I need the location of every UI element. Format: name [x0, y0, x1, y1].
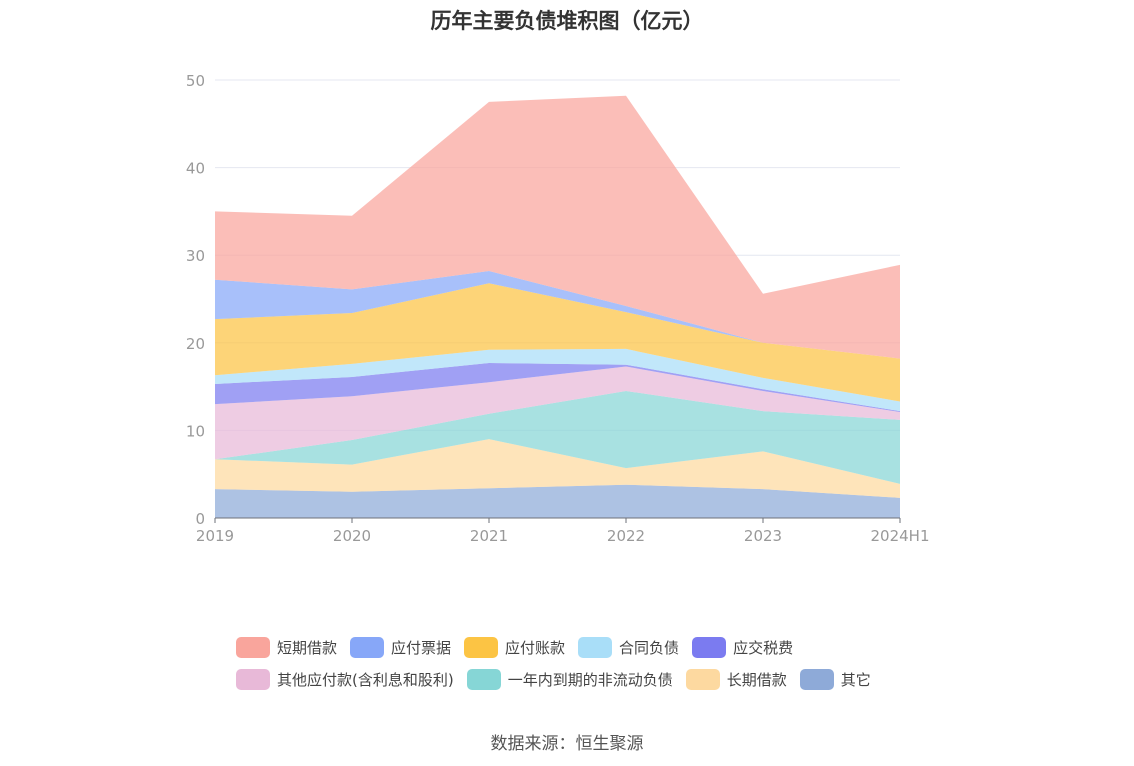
stacked-area-chart: 0 10 20 30 40 50 2019 2020 2021 2022 2023 2024H1: [186, 72, 930, 545]
area-series-应付账款[interactable]: [215, 283, 900, 402]
y-tick-label: 40: [186, 160, 205, 178]
area-series-长期借款[interactable]: [215, 439, 900, 498]
x-tick-label: 2024H1: [871, 527, 930, 545]
chart-title: 历年主要负债堆积图（亿元）: [430, 9, 704, 33]
legend-swatch: [236, 668, 270, 690]
legend-swatch: [350, 636, 385, 658]
legend-item[interactable]: 其他应付款(含利息和股利): [236, 668, 454, 690]
x-tick-label: 2021: [470, 527, 508, 545]
legend-label: 一年内到期的非流动负债: [507, 670, 673, 689]
data-source-note: 数据来源：恒生聚源: [490, 734, 644, 754]
x-tick-label: 2022: [607, 527, 645, 545]
y-tick-label: 10: [186, 422, 205, 440]
legend-label: 其他应付款(含利息和股利): [277, 670, 454, 689]
legend-row: 其他应付款(含利息和股利) 一年内到期的非流动负债 长期借款 其它: [236, 663, 936, 695]
legend-swatch: [685, 668, 720, 690]
legend-item[interactable]: 合同负债: [578, 636, 680, 658]
legend-label: 合同负债: [619, 638, 680, 657]
legend-item[interactable]: 一年内到期的非流动负债: [466, 668, 673, 690]
y-tick-label: 30: [186, 247, 205, 265]
legend-row: 短期借款 应付票据 应付账款 合同负债 应交税费: [236, 631, 936, 663]
legend-label: 长期借款: [726, 670, 787, 689]
legend-swatch: [692, 636, 727, 658]
legend-swatch: [578, 636, 613, 658]
x-tick-label: 2020: [333, 527, 371, 545]
legend-swatch: [236, 636, 270, 658]
legend-item[interactable]: 应付账款: [464, 636, 566, 658]
legend-swatch: [799, 668, 834, 690]
legend-label: 应交税费: [733, 638, 794, 657]
area-series-其他应付款(含利息和股利)[interactable]: [215, 366, 900, 460]
legend-label: 应付账款: [505, 638, 566, 657]
legend-item[interactable]: 应交税费: [692, 636, 794, 658]
chart-legend: 短期借款 应付票据 应付账款 合同负债 应交税费 其他应付款(含利息和股利) 一年内到期的…: [236, 631, 936, 695]
legend-label: 其它: [840, 670, 871, 689]
area-series-应交税费[interactable]: [215, 362, 900, 413]
legend-item[interactable]: 长期借款: [685, 668, 787, 690]
y-tick-label: 20: [186, 335, 205, 353]
legend-item[interactable]: 其它: [799, 668, 871, 690]
area-series-合同负债[interactable]: [215, 348, 900, 412]
area-series-短期借款[interactable]: [215, 95, 900, 359]
legend-label: 短期借款: [277, 638, 338, 657]
legend-item[interactable]: 应付票据: [350, 636, 452, 658]
area-series-其它[interactable]: [215, 484, 900, 518]
y-tick-label: 0: [195, 510, 205, 528]
area-series-一年内到期的非流动负债[interactable]: [215, 390, 900, 484]
legend-label: 应付票据: [391, 638, 452, 657]
legend-item[interactable]: 短期借款: [236, 636, 338, 658]
y-tick-label: 50: [186, 72, 205, 90]
area-series-应付票据[interactable]: [215, 270, 900, 359]
x-tick-label: 2019: [196, 527, 234, 545]
x-tick-label: 2023: [744, 527, 782, 545]
legend-swatch: [464, 636, 499, 658]
legend-swatch: [466, 668, 501, 690]
